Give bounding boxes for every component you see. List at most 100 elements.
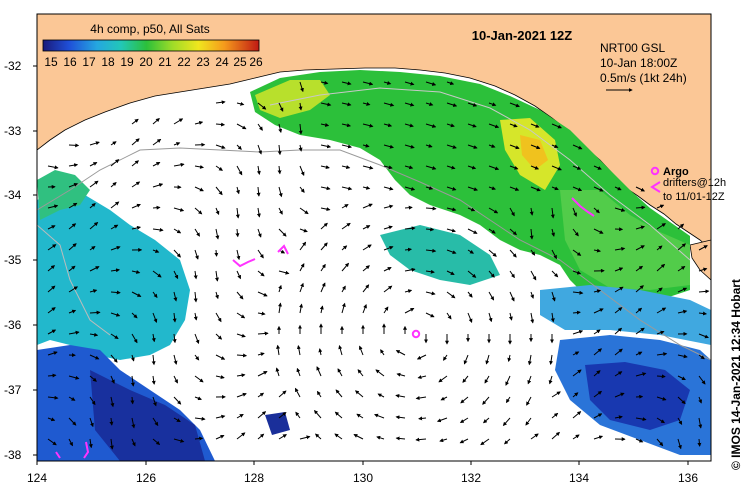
velocity-arrow [551, 123, 562, 129]
velocity-arrow [446, 102, 458, 107]
velocity-arrow [173, 438, 185, 443]
velocity-arrow [299, 228, 308, 233]
velocity-arrow [446, 291, 456, 299]
velocity-arrow [257, 270, 265, 277]
velocity-arrow [338, 345, 343, 356]
velocity-arrow [299, 81, 304, 93]
velocity-arrow [194, 164, 204, 169]
velocity-arrow [656, 352, 668, 357]
velocity-arrow [485, 354, 490, 365]
velocity-arrow [417, 375, 427, 380]
colorbar-gradient [42, 39, 260, 52]
velocity-arrow [404, 144, 415, 149]
velocity-arrow [593, 165, 602, 170]
velocity-arrow [677, 438, 682, 450]
velocity-arrow [110, 268, 120, 273]
x-axis: 124 126 128 130 132 134 136 [27, 461, 698, 485]
velocity-arrow [215, 186, 223, 196]
velocity-arrow [299, 165, 305, 176]
velocity-arrow [593, 207, 600, 214]
velocity-arrow [614, 286, 624, 293]
velocity-arrow [380, 349, 385, 356]
velocity-arrow [89, 417, 94, 428]
velocity-arrow [395, 415, 406, 420]
velocity-arrow [467, 165, 477, 170]
velocity-arrow [614, 348, 623, 356]
velocity-arrow [257, 228, 262, 238]
velocity-arrow [551, 291, 556, 302]
velocity-arrow [236, 392, 247, 398]
velocity-arrow [152, 270, 162, 278]
velocity-arrow [677, 354, 688, 359]
velocity-arrow [697, 438, 702, 447]
velocity-arrow [298, 144, 303, 152]
velocity-arrow [677, 223, 685, 230]
velocity-arrow [320, 282, 326, 293]
velocity-arrow [530, 249, 536, 256]
y-tick-label: -35 [4, 253, 22, 267]
velocity-arrow [257, 411, 267, 419]
velocity-arrow [504, 438, 511, 445]
velocity-arrow [529, 228, 534, 240]
velocity-arrow [446, 81, 455, 86]
velocity-arrow [551, 431, 560, 440]
velocity-arrow [593, 308, 604, 314]
velocity-arrow [509, 228, 517, 236]
drifter-track-2 [277, 244, 289, 255]
y-tick-label: -33 [4, 124, 22, 138]
velocity-arrow [383, 144, 394, 149]
velocity-arrow [404, 81, 415, 86]
velocity-arrow [68, 375, 80, 380]
velocity-arrow [467, 123, 477, 128]
velocity-arrow [215, 165, 223, 171]
velocity-arrow [488, 207, 499, 214]
velocity-arrow [551, 186, 559, 191]
velocity-arrow [530, 165, 540, 170]
velocity-arrow [446, 186, 457, 191]
velocity-arrow [482, 396, 490, 405]
velocity-arrow [462, 375, 469, 383]
velocity-arrow [530, 123, 540, 128]
velocity-arrow [593, 289, 602, 294]
velocity-arrow [236, 249, 241, 261]
velocity-arrow [396, 372, 406, 377]
velocity-arrow [296, 367, 301, 377]
velocity-arrow [635, 265, 644, 272]
velocity-arrow [299, 435, 311, 440]
velocity-arrow [278, 123, 283, 133]
velocity-arrow [488, 291, 495, 301]
velocity-arrow [172, 312, 177, 323]
velocity-arrow [320, 263, 326, 272]
velocity-arrow [236, 186, 240, 195]
velocity-arrow [525, 417, 532, 426]
velocity-arrow [131, 118, 139, 125]
velocity-arrow [459, 438, 469, 444]
velocity-arrow [677, 266, 686, 272]
velocity-arrow [68, 309, 77, 314]
velocity-arrow [440, 396, 448, 401]
velocity-arrow [334, 433, 343, 440]
velocity-arrow [276, 344, 281, 356]
velocity-arrow [194, 249, 199, 260]
velocity-arrow [467, 228, 478, 234]
drifter-track-3 [571, 197, 595, 217]
y-tick-label: -38 [4, 448, 22, 462]
velocity-arrow [341, 302, 346, 314]
velocity-arrow [236, 270, 241, 280]
velocity-arrow [47, 225, 56, 230]
velocity-arrow [173, 207, 185, 212]
velocity-arrow [446, 123, 455, 128]
velocity-arrow [635, 307, 643, 314]
velocity-arrow [488, 312, 493, 323]
velocity-arrow [89, 246, 96, 251]
velocity-arrow [173, 417, 181, 423]
velocity-arrow [341, 262, 350, 272]
velocity-arrow [698, 333, 709, 339]
velocity-arrow [341, 186, 353, 191]
velocity-arrow [404, 247, 412, 252]
velocity-arrow [235, 228, 240, 238]
velocity-arrow [152, 438, 161, 446]
velocity-arrow [89, 396, 96, 406]
velocity-arrow [425, 143, 433, 148]
velocity-arrow [68, 163, 79, 168]
